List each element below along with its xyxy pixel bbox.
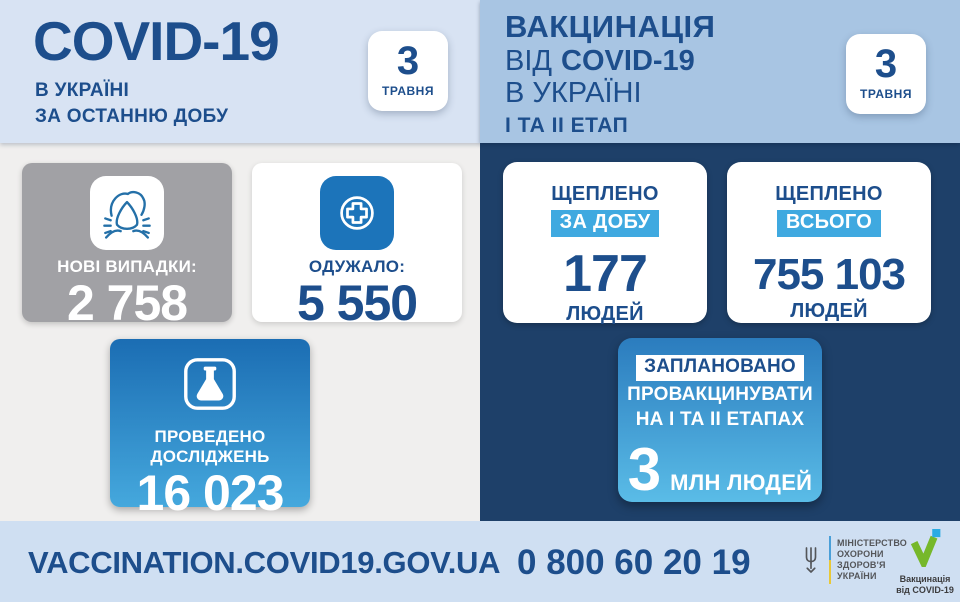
recovered-label: ОДУЖАЛО: (308, 257, 406, 276)
page-subtitle-line2: ЗА ОСТАННЮ ДОБУ (35, 105, 229, 127)
planned-value: 3 (627, 436, 662, 503)
planned-badge: ЗАПЛАНОВАНО (636, 355, 804, 381)
vaccination-brand-logo: Вакцинація від COVID-19 (893, 529, 957, 596)
new-cases-icon-tile (90, 176, 164, 250)
footer: VACCINATION.COVID19.GOV.UA 0 800 60 20 1… (0, 521, 960, 602)
recovered-icon-tile (320, 176, 394, 250)
date-day: 3 (874, 42, 898, 86)
ministry-text-line2: ОХОРОНИ (837, 548, 884, 559)
date-month: ТРАВНЯ (382, 84, 434, 98)
tests-value: 16 023 (136, 465, 285, 521)
vaccination-title-line2-prefix: ВІД (505, 44, 553, 77)
vaccination-panel: ЩЕПЛЕНО ЗА ДОБУ 177 ЛЮДЕЙ ЩЕПЛЕНО ВСЬОГО… (480, 143, 960, 521)
ministry-text-line3: ЗДОРОВ'Я (837, 560, 886, 570)
vaccination-title-line1: ВАКЦИНАЦІЯ (505, 9, 716, 44)
hotline-phone-number: 0 800 60 20 19 (517, 543, 751, 582)
recovered-value: 5 550 (296, 275, 418, 331)
new-cases-label: НОВІ ВИПАДКИ: (57, 257, 197, 276)
vaccinated-daily-unit: ЛЮДЕЙ (566, 303, 644, 325)
planned-line3: НА І ТА ІІ ЕТАПАХ (635, 409, 805, 430)
vaccinated-total-card: ЩЕПЛЕНО ВСЬОГО 755 103 ЛЮДЕЙ (727, 162, 931, 323)
date-badge-right: 3 ТРАВНЯ (846, 34, 926, 114)
ukraine-trident-icon (805, 547, 817, 573)
vaccination-title-line2-covid: COVID-19 (561, 44, 695, 77)
vaccinated-total-unit: ЛЮДЕЙ (790, 300, 868, 322)
sneezing-person-icon (103, 190, 151, 239)
vaccinated-total-label: ЩЕПЛЕНО (775, 183, 883, 205)
recovered-card: ОДУЖАЛО: 5 550 (252, 163, 462, 328)
lab-flask-icon (184, 358, 236, 410)
date-day: 3 (396, 39, 420, 83)
vaccinated-daily-label: ЩЕПЛЕНО (551, 183, 659, 205)
planned-line2: ПРОВАКЦИНУВАТИ (627, 384, 813, 405)
vaccinated-daily-card: ЩЕПЛЕНО ЗА ДОБУ 177 ЛЮДЕЙ (503, 162, 707, 325)
page-subtitle: В УКРАЇНІ ЗА ОСТАННЮ ДОБУ (35, 78, 228, 129)
vaccination-header: ВАКЦИНАЦІЯ ВІД COVID-19 В УКРАЇНІ І ТА ІІ… (480, 0, 960, 143)
vaccinated-daily-value: 177 (563, 245, 648, 303)
planned-value-row: 3 МЛН ЛЮДЕЙ (618, 436, 822, 503)
planned-unit: МЛН ЛЮДЕЙ (670, 470, 813, 495)
date-month: ТРАВНЯ (860, 87, 912, 101)
planned-vaccination-card: ЗАПЛАНОВАНО ПРОВАКЦИНУВАТИ НА І ТА ІІ ЕТ… (618, 338, 822, 502)
covid-stats-header: COVID-19 В УКРАЇНІ ЗА ОСТАННЮ ДОБУ 3 ТРА… (0, 0, 480, 143)
medical-cross-icon (340, 196, 374, 230)
new-cases-value: 2 758 (66, 275, 188, 331)
vaccinated-total-value: 755 103 (752, 250, 906, 299)
date-badge-left: 3 ТРАВНЯ (368, 31, 448, 111)
tests-icon-tile (110, 353, 310, 420)
vaccinated-total-badge: ВСЬОГО (776, 210, 882, 237)
vaccination-title-line3: В УКРАЇНІ (505, 77, 642, 110)
new-cases-card: НОВІ ВИПАДКИ: 2 758 (22, 163, 232, 328)
tests-label: ПРОВЕДЕНО ДОСЛІДЖЕНЬ (150, 427, 270, 466)
tests-card: ПРОВЕДЕНО ДОСЛІДЖЕНЬ 16 023 (110, 339, 310, 518)
ministry-text-line4: УКРАЇНИ (837, 571, 877, 582)
vaccination-brand-line2: від COVID-19 (896, 584, 954, 595)
vaccination-brand-text: Вакцинація від COVID-19 (893, 574, 957, 596)
page-subtitle-line1: В УКРАЇНІ (35, 80, 130, 101)
ministry-of-health-logo: МІНІСТЕРСТВО ОХОРОНИ ЗДОРОВ'Я УКРАЇНИ (799, 536, 907, 584)
vaccination-title-line2: ВІД COVID-19 (505, 45, 715, 77)
ministry-logo-text: МІНІСТЕРСТВО ОХОРОНИ ЗДОРОВ'Я УКРАЇНИ (837, 538, 907, 583)
ministry-text-line1: МІНІСТЕРСТВО (837, 537, 908, 548)
vaccination-brand-line1: Вакцинація (899, 574, 951, 584)
vaccination-website-url: VACCINATION.COVID19.GOV.UA (28, 545, 501, 580)
vaccination-title-line4: І ТА ІІ ЕТАП (505, 113, 629, 137)
logo-divider (829, 536, 831, 584)
covid-stats-panel: НОВІ ВИПАДКИ: 2 758 ОДУЖАЛО: 5 550 (0, 143, 480, 521)
vaccinated-daily-badge: ЗА ДОБУ (550, 210, 660, 237)
vaccination-title: ВАКЦИНАЦІЯ ВІД COVID-19 В УКРАЇНІ І ТА ІІ… (505, 9, 716, 137)
page-title: COVID-19 (33, 10, 280, 72)
vaccination-v-icon (910, 529, 941, 572)
